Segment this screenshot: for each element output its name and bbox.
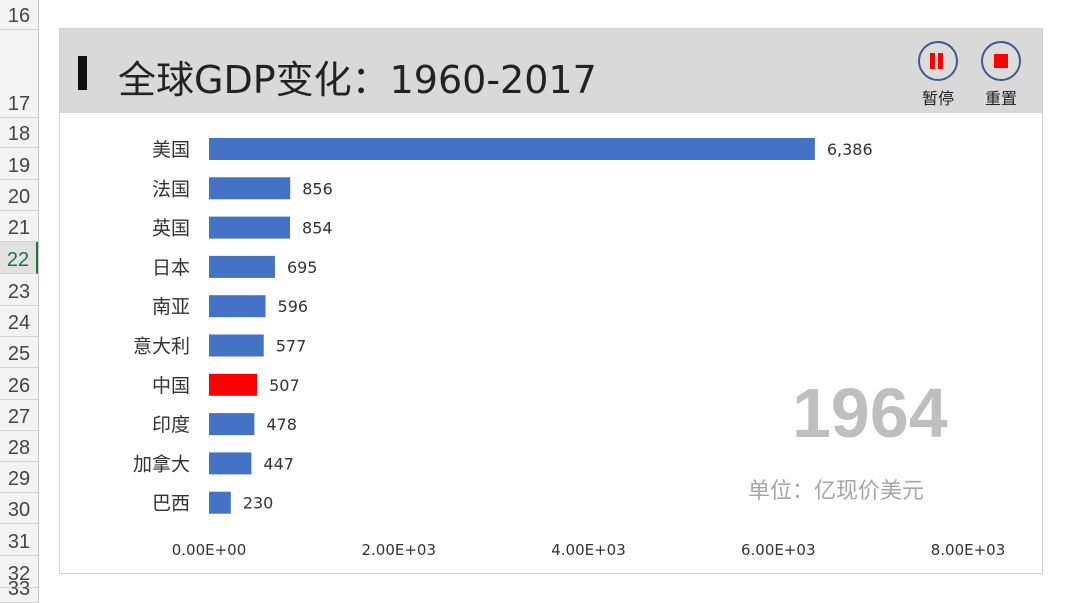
pause-label: 暂停 <box>921 89 954 108</box>
category-label: 法国 <box>152 178 190 200</box>
x-tick-label: 2.00E+03 <box>361 541 436 559</box>
category-label: 南亚 <box>152 296 190 318</box>
bar <box>209 138 815 160</box>
value-label: 856 <box>302 179 333 198</box>
x-tick-label: 6.00E+03 <box>741 541 816 559</box>
row-number[interactable]: 20 <box>0 180 38 211</box>
chart-header-band: 全球GDP变化：1960-2017 暂停 重置 <box>60 29 1042 113</box>
x-tick-label: 4.00E+03 <box>551 541 626 559</box>
pause-button[interactable]: 暂停 <box>913 41 963 109</box>
title-marker <box>78 56 87 90</box>
bar-plot: 美国 6,386 法国 856 英国 854 日本 695 南亚 596 意大利 577 中国 507 印度… <box>133 138 1006 559</box>
value-label: 596 <box>278 297 309 316</box>
row-number[interactable]: 18 <box>0 118 38 148</box>
row-number[interactable]: 28 <box>0 431 38 462</box>
row-number[interactable]: 25 <box>0 337 38 368</box>
row-number[interactable]: 16 <box>0 0 38 30</box>
category-label: 日本 <box>152 257 190 279</box>
stop-icon[interactable] <box>981 41 1021 81</box>
bar <box>209 413 255 436</box>
category-label: 中国 <box>152 375 190 397</box>
value-label: 577 <box>276 337 307 356</box>
x-tick-label: 0.00E+00 <box>172 541 247 559</box>
row-number[interactable]: 33 <box>0 578 38 603</box>
x-tick-label: 8.00E+03 <box>931 541 1006 559</box>
category-label: 美国 <box>152 139 190 161</box>
bar <box>209 216 291 239</box>
pause-icon[interactable] <box>918 41 958 81</box>
chart-object[interactable]: 全球GDP变化：1960-2017 暂停 重置 美国 6,386 法国 856 英国 85… <box>59 28 1043 574</box>
row-number[interactable]: 31 <box>0 524 38 556</box>
row-number[interactable]: 17 <box>0 30 38 118</box>
row-number[interactable]: 26 <box>0 368 38 400</box>
unit-label: 单位：亿现价美元 <box>748 479 925 504</box>
bar <box>209 491 231 514</box>
category-label: 意大利 <box>133 336 190 358</box>
row-number[interactable]: 32 <box>0 556 38 588</box>
row-number[interactable]: 22 <box>0 242 38 274</box>
row-number[interactable]: 19 <box>0 148 38 180</box>
row-number[interactable]: 24 <box>0 306 38 337</box>
year-label: 1964 <box>792 374 948 452</box>
bar <box>209 334 264 357</box>
value-label: 447 <box>263 454 294 473</box>
value-label: 854 <box>302 219 333 238</box>
bar <box>209 177 291 200</box>
bar <box>209 373 258 396</box>
row-number[interactable]: 30 <box>0 493 38 524</box>
row-number[interactable]: 23 <box>0 274 38 306</box>
row-number[interactable]: 21 <box>0 211 38 242</box>
chart-title: 全球GDP变化：1960-2017 <box>118 58 597 102</box>
value-label: 478 <box>266 415 297 434</box>
bar <box>209 295 266 318</box>
category-label: 印度 <box>152 414 190 436</box>
bar <box>209 452 252 475</box>
bar <box>209 255 275 278</box>
reset-button[interactable]: 重置 <box>976 41 1026 109</box>
row-header: 16 17 18 19 20 21 22 23 24 25 26 27 28 29 30 31 32 33 <box>0 0 39 603</box>
value-label: 507 <box>269 376 300 395</box>
value-label: 6,386 <box>827 140 873 159</box>
category-label: 英国 <box>152 218 190 240</box>
reset-label: 重置 <box>984 89 1017 108</box>
row-number[interactable]: 27 <box>0 400 38 431</box>
row-number[interactable]: 29 <box>0 462 38 493</box>
category-label: 加拿大 <box>133 452 190 475</box>
value-label: 695 <box>287 258 318 277</box>
value-label: 230 <box>243 494 274 513</box>
category-label: 巴西 <box>152 493 190 515</box>
